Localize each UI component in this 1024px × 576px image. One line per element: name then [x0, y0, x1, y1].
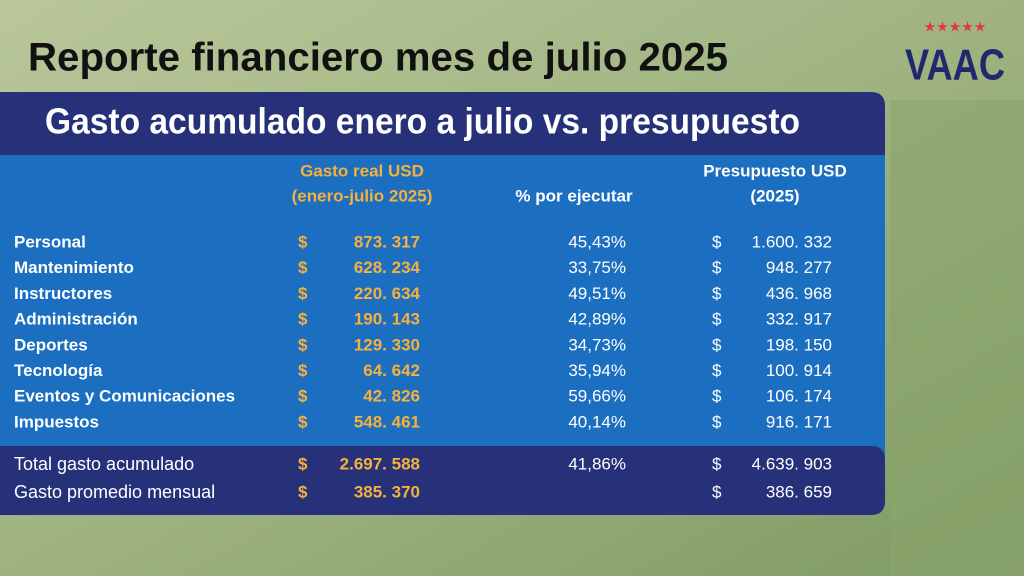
totals-band [0, 446, 885, 515]
currency: $ [712, 284, 722, 303]
budget: 436. 968 [766, 284, 832, 303]
spent: 190. 143 [354, 310, 420, 329]
row-label: Gasto promedio mensual [14, 482, 215, 502]
pct: 45,43% [568, 232, 626, 251]
budget: 4.639. 903 [752, 454, 832, 473]
budget: 916. 171 [766, 412, 832, 431]
currency: $ [712, 232, 722, 251]
budget: 106. 174 [766, 387, 832, 406]
pct: 33,75% [568, 258, 626, 277]
pct: 42,89% [568, 310, 626, 329]
currency: $ [298, 258, 308, 277]
header-budget: Presupuesto USD [703, 161, 847, 180]
currency: $ [712, 310, 722, 329]
row-label: Tecnología [14, 361, 103, 380]
currency: $ [712, 335, 722, 354]
header-pct: % por ejecutar [515, 186, 633, 205]
subtitle-band [0, 92, 885, 155]
budget: 332. 917 [766, 310, 832, 329]
budget: 100. 914 [766, 361, 832, 380]
row-label: Eventos y Comunicaciones [14, 387, 235, 406]
currency: $ [712, 412, 722, 431]
currency: $ [712, 258, 722, 277]
logo-stars: ★★★★★ [924, 19, 987, 35]
title: Reporte financiero mes de julio 2025 [28, 36, 728, 80]
table: Gasto real USD (enero-julio 2025) % por ej… [14, 161, 847, 501]
currency: $ [712, 387, 722, 406]
spent: 220. 634 [354, 284, 421, 303]
pct: 59,66% [568, 387, 626, 406]
subtitle: Gasto acumulado enero a julio vs. presup… [45, 101, 800, 142]
header-spent: Gasto real USD [300, 161, 424, 180]
currency: $ [712, 454, 722, 473]
currency: $ [298, 284, 308, 303]
row-label: Personal [14, 232, 86, 251]
currency: $ [298, 335, 308, 354]
spent: 42. 826 [363, 387, 420, 406]
currency: $ [298, 454, 308, 473]
currency: $ [712, 361, 722, 380]
spent: 873. 317 [354, 232, 420, 251]
budget: 1.600. 332 [752, 232, 832, 251]
logo-text: VAAC [905, 41, 1005, 90]
pct: 34,73% [568, 335, 626, 354]
row-label: Deportes [14, 335, 88, 354]
row-label: Impuestos [14, 412, 99, 431]
row-label: Mantenimiento [14, 258, 134, 277]
currency: $ [298, 232, 308, 251]
currency: $ [298, 387, 308, 406]
spent: 2.697. 588 [340, 454, 420, 473]
budget: 948. 277 [766, 258, 832, 277]
header-spent: (enero-julio 2025) [292, 186, 433, 205]
currency: $ [712, 482, 722, 501]
currency: $ [298, 310, 308, 329]
spent: 129. 330 [354, 335, 420, 354]
budget: 198. 150 [766, 335, 832, 354]
background-photo [890, 100, 1024, 576]
spent: 64. 642 [363, 361, 420, 380]
pct: 35,94% [568, 361, 626, 380]
pct: 41,86% [568, 454, 626, 473]
row-label: Instructores [14, 284, 112, 303]
table-panel [0, 92, 885, 515]
budget: 386. 659 [766, 482, 832, 501]
currency: $ [298, 482, 308, 501]
header-budget: (2025) [750, 186, 799, 205]
row-label: Total gasto acumulado [14, 454, 194, 474]
logo: ★★★★★ VAAC [905, 19, 1005, 90]
pct: 49,51% [568, 284, 626, 303]
spent: 548. 461 [354, 412, 420, 431]
pct: 40,14% [568, 412, 626, 431]
currency: $ [298, 361, 308, 380]
spent: 628. 234 [354, 258, 421, 277]
currency: $ [298, 412, 308, 431]
spent: 385. 370 [354, 482, 420, 501]
row-label: Administración [14, 310, 138, 329]
